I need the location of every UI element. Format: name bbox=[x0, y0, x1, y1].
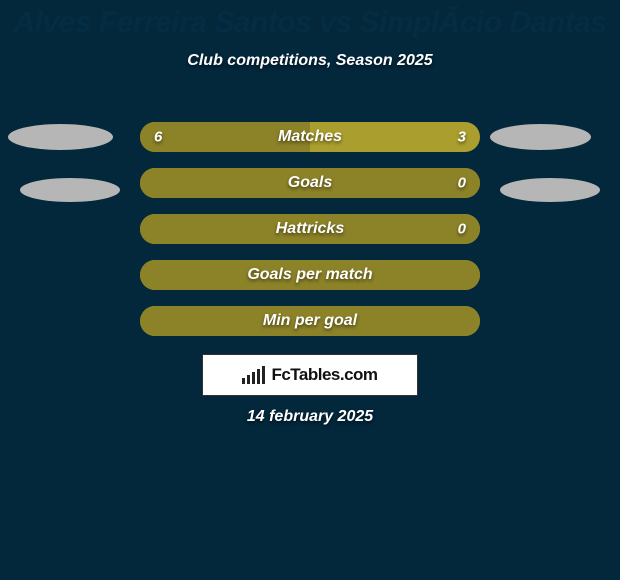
stat-row-label: Matches bbox=[278, 128, 342, 146]
player-placeholder-oval bbox=[490, 124, 591, 150]
stat-row: Matches 6 3 bbox=[140, 122, 480, 152]
subtitle: Club competitions, Season 2025 bbox=[0, 52, 620, 70]
logo-bars-icon bbox=[242, 366, 265, 384]
page-title: Alves Ferreira Santos vs SimplÃ­cio Dant… bbox=[0, 0, 620, 40]
stat-row-value-right: 0 bbox=[458, 221, 466, 238]
stat-row: Goals per match bbox=[140, 260, 480, 290]
player-placeholder-oval bbox=[20, 178, 120, 202]
stat-row-label: Goals per match bbox=[247, 266, 372, 284]
stat-row: Goals 0 bbox=[140, 168, 480, 198]
stat-row: Min per goal bbox=[140, 306, 480, 336]
logo-text: FcTables.com bbox=[271, 365, 377, 385]
player-placeholder-oval bbox=[8, 124, 113, 150]
date-text: 14 february 2025 bbox=[0, 408, 620, 426]
stat-row-label: Min per goal bbox=[263, 312, 357, 330]
stat-row-value-left: 6 bbox=[154, 129, 162, 146]
fctables-logo: FcTables.com bbox=[202, 354, 418, 396]
stat-row: Hattricks 0 bbox=[140, 214, 480, 244]
logo-bar bbox=[257, 369, 260, 384]
stat-row-label: Hattricks bbox=[276, 220, 344, 238]
stat-rows: Matches 6 3 Goals 0 Hattricks 0 Goals per match… bbox=[140, 122, 480, 352]
stat-row-value-right: 3 bbox=[458, 129, 466, 146]
player-placeholder-oval bbox=[500, 178, 600, 202]
logo-bar bbox=[247, 375, 250, 384]
logo-bar bbox=[242, 378, 245, 384]
logo-bar bbox=[262, 366, 265, 384]
stat-row-label: Goals bbox=[288, 174, 332, 192]
comparison-infographic: Alves Ferreira Santos vs SimplÃ­cio Dant… bbox=[0, 0, 620, 580]
logo-bar bbox=[252, 372, 255, 384]
stat-row-value-right: 0 bbox=[458, 175, 466, 192]
